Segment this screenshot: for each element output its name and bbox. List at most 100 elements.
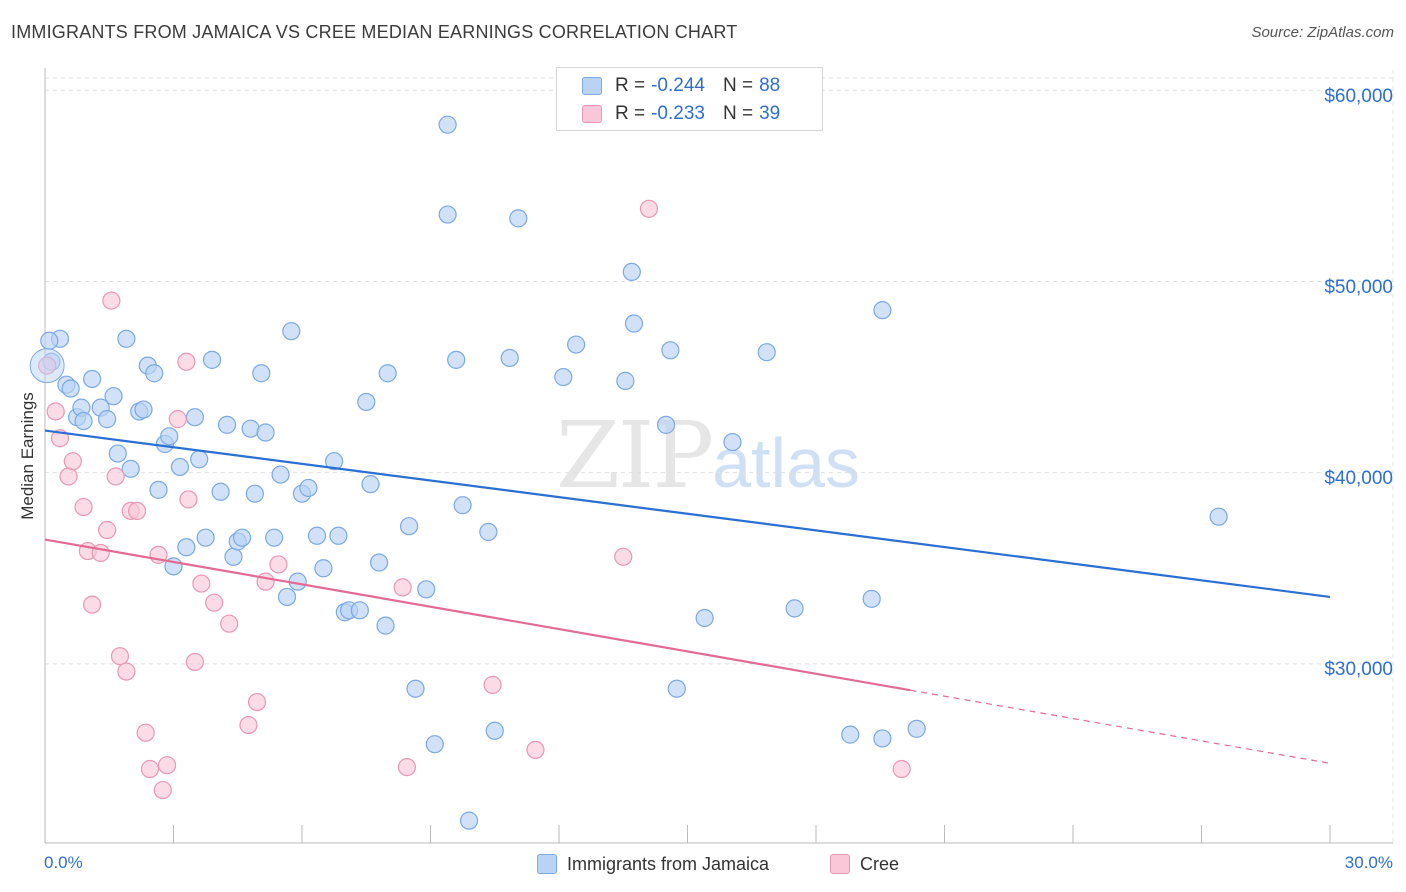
jamaica-point <box>656 415 676 434</box>
jamaica-point <box>271 465 290 484</box>
jamaica-point <box>252 364 271 383</box>
jamaica-trend-line <box>44 429 1331 599</box>
legend-row-cree: R = -0.233 N = 39 <box>582 102 780 126</box>
cree-point <box>63 452 82 471</box>
cree-point <box>239 715 258 735</box>
cree-point <box>177 352 196 371</box>
jamaica-point <box>145 364 164 383</box>
jamaica-point <box>453 496 472 515</box>
cree-point <box>168 410 187 429</box>
cree-point <box>91 543 110 563</box>
cree-point <box>397 758 417 777</box>
cree-point <box>127 501 147 520</box>
cree-point <box>256 572 275 591</box>
jamaica-point <box>907 719 926 738</box>
series-legend-jamaica[interactable]: Immigrants from Jamaica <box>537 852 769 876</box>
jamaica-point <box>361 475 380 494</box>
cree-point <box>179 490 198 509</box>
jamaica-point <box>350 601 369 620</box>
jamaica-point <box>329 526 348 545</box>
jamaica-point <box>622 262 641 281</box>
jamaica-point <box>211 482 230 501</box>
series-legend-cree[interactable]: Cree <box>830 852 899 876</box>
cree-point <box>393 578 412 597</box>
jamaica-point <box>121 459 140 478</box>
jamaica-point <box>265 528 284 547</box>
jamaica-point <box>224 547 243 566</box>
cree-point <box>247 692 267 712</box>
jamaica-point <box>616 371 635 390</box>
jamaica-point <box>624 314 644 333</box>
legend-row-jamaica: R = -0.244 N = 88 <box>582 74 780 98</box>
cree-point <box>639 199 659 218</box>
cree-point <box>59 467 78 486</box>
cree-point <box>157 756 177 775</box>
jamaica-point <box>357 392 376 412</box>
jamaica-point <box>299 478 318 498</box>
jamaica-point <box>862 589 881 608</box>
jamaica-point <box>134 400 153 419</box>
jamaica-point <box>282 322 301 341</box>
chart-title: IMMIGRANTS FROM JAMAICA VS CREE MEDIAN E… <box>11 22 738 42</box>
jamaica-point <box>307 526 327 545</box>
jamaica-point <box>567 335 586 354</box>
jamaica-point <box>256 423 275 442</box>
legend-r-value-cree: -0.233 <box>651 103 705 124</box>
cree-point <box>102 291 121 310</box>
cree-point <box>269 555 288 574</box>
cree-point <box>192 574 211 593</box>
jamaica-point <box>190 450 209 469</box>
jamaica-point <box>232 528 252 547</box>
jamaica-point <box>757 343 776 362</box>
jamaica-point <box>202 350 222 369</box>
y-tick-label-60000: $60,000 <box>1324 86 1393 107</box>
cree-point <box>46 402 65 421</box>
jamaica-point <box>98 410 117 429</box>
cree-point <box>83 595 102 614</box>
jamaica-point <box>108 444 127 463</box>
jamaica-point <box>723 432 742 452</box>
cree-point <box>140 759 160 779</box>
jamaica-point <box>217 415 237 434</box>
jamaica-point <box>40 331 59 350</box>
jamaica-point <box>149 480 168 499</box>
cree-point <box>74 497 93 517</box>
jamaica-point <box>74 411 93 431</box>
jamaica-point <box>785 599 804 618</box>
jamaica-point <box>1209 507 1228 526</box>
jamaica-point <box>554 367 573 387</box>
cree-point <box>205 593 224 612</box>
legend-swatch-jamaica <box>582 77 602 95</box>
cree-point <box>185 652 205 672</box>
cree-point <box>614 547 633 566</box>
jamaica-point <box>873 301 892 320</box>
cree-trend-line-extrapolated <box>910 689 1331 764</box>
cree-point <box>220 614 239 633</box>
cree-point <box>136 723 155 742</box>
jamaica-point <box>500 348 519 368</box>
jamaica-point <box>196 528 215 547</box>
jamaica-point <box>241 419 260 438</box>
jamaica-point <box>160 427 179 446</box>
jamaica-point <box>485 721 504 740</box>
jamaica-point <box>399 517 419 536</box>
jamaica-point <box>314 559 333 578</box>
jamaica-point <box>873 729 892 748</box>
jamaica-point <box>667 679 686 698</box>
series-swatch-jamaica <box>537 854 557 874</box>
jamaica-point <box>117 329 136 348</box>
cree-trend-line <box>44 538 911 692</box>
series-label-jamaica: Immigrants from Jamaica <box>567 853 770 874</box>
jamaica-point <box>479 522 498 542</box>
legend-r-label: R = <box>615 103 646 124</box>
jamaica-point <box>661 341 680 360</box>
jamaica-point <box>841 725 860 744</box>
jamaica-point <box>438 205 457 224</box>
cree-point <box>526 740 545 760</box>
jamaica-point <box>447 350 466 369</box>
y-tick-label-40000: $40,000 <box>1324 468 1393 489</box>
legend-n-value-cree: 39 <box>759 103 781 124</box>
cree-point <box>892 759 911 779</box>
series-label-cree: Cree <box>860 853 900 874</box>
legend-n-value-jamaica: 88 <box>759 75 781 96</box>
